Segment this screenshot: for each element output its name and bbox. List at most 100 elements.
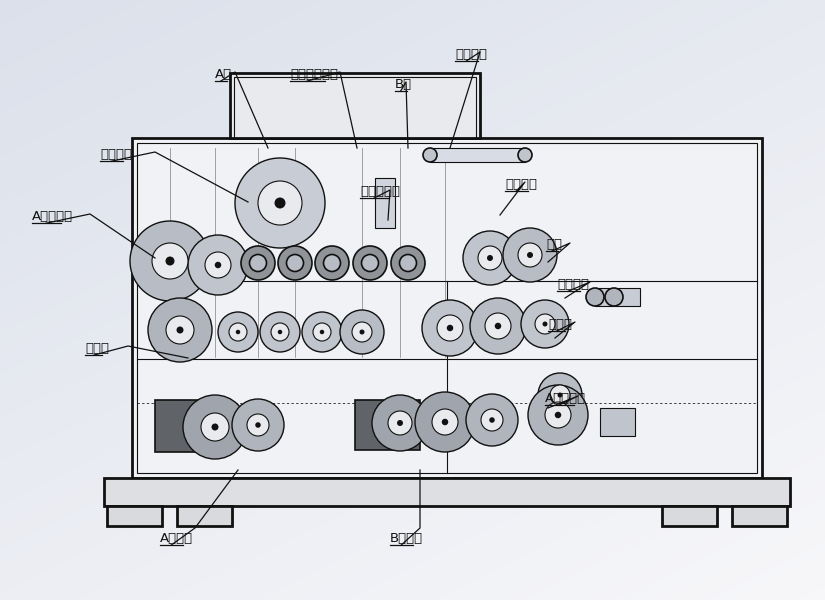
Circle shape [481,409,503,431]
Circle shape [538,373,582,417]
Circle shape [275,197,285,208]
Text: 轨道气缸: 轨道气缸 [557,278,589,291]
Circle shape [241,246,275,280]
Circle shape [166,316,194,344]
Circle shape [487,255,493,261]
Circle shape [211,424,219,431]
Text: 刀架气缸: 刀架气缸 [505,178,537,191]
Circle shape [397,420,403,426]
Circle shape [236,330,240,334]
Circle shape [214,262,221,268]
Text: B轴电机: B轴电机 [390,532,423,545]
Circle shape [478,246,502,270]
Circle shape [558,392,563,397]
Circle shape [278,330,282,334]
Bar [137,143,757,473]
Circle shape [543,322,548,326]
Circle shape [232,399,284,451]
Bar [732,506,787,526]
Circle shape [340,310,384,354]
Circle shape [188,235,248,295]
Bar [132,138,762,478]
Circle shape [388,411,412,435]
Circle shape [518,148,532,162]
Circle shape [422,300,478,356]
Text: 翻转架: 翻转架 [85,342,109,355]
Bar [107,506,162,526]
Circle shape [423,148,437,162]
Bar [230,73,480,138]
Circle shape [315,246,349,280]
Circle shape [415,392,475,452]
Circle shape [205,252,231,278]
Text: 轨道: 轨道 [546,238,562,251]
Circle shape [466,394,518,446]
Circle shape [521,300,569,348]
Circle shape [166,257,175,265]
Text: 切割架气缸: 切割架气缸 [360,185,400,198]
Text: 回转轴承链轮: 回转轴承链轮 [290,68,338,81]
Bar [234,77,476,138]
Circle shape [485,313,511,339]
Circle shape [528,385,588,445]
Circle shape [323,254,341,271]
Circle shape [152,243,188,279]
Circle shape [391,246,425,280]
Circle shape [183,395,247,459]
Bar [104,478,790,506]
Circle shape [360,329,365,335]
Circle shape [605,288,623,306]
Bar [430,148,525,162]
Circle shape [432,409,458,435]
Circle shape [463,231,517,285]
Circle shape [535,314,555,334]
Circle shape [229,323,247,341]
Circle shape [249,254,266,271]
Circle shape [545,402,571,428]
Circle shape [177,326,183,334]
Circle shape [554,412,561,418]
Circle shape [518,243,542,267]
Circle shape [201,413,229,441]
Text: A轴电机: A轴电机 [160,532,193,545]
Circle shape [278,246,312,280]
Circle shape [258,181,302,225]
Circle shape [470,298,526,354]
Circle shape [235,158,325,248]
Bar [600,408,635,436]
Circle shape [130,221,210,301]
Circle shape [260,312,300,352]
Text: A轴离合器: A轴离合器 [32,210,73,223]
Text: A轴离合器: A轴离合器 [545,392,586,405]
Circle shape [527,252,533,258]
Circle shape [372,395,428,451]
Circle shape [399,254,417,271]
Bar [355,400,420,450]
Bar [375,178,395,228]
Circle shape [586,288,604,306]
Circle shape [271,323,289,341]
Circle shape [353,246,387,280]
Circle shape [447,325,453,331]
Text: B轴: B轴 [395,78,412,91]
Circle shape [361,254,379,271]
Circle shape [218,312,258,352]
Circle shape [302,312,342,352]
Circle shape [313,323,331,341]
Circle shape [441,419,448,425]
Text: 橡皮棍: 橡皮棍 [548,318,572,331]
Circle shape [489,417,495,423]
Circle shape [286,254,304,271]
Bar [155,400,230,452]
Circle shape [495,323,502,329]
Bar [662,506,717,526]
Circle shape [437,315,463,341]
Circle shape [550,385,570,405]
Circle shape [320,330,324,334]
Circle shape [247,414,269,436]
Text: A轴: A轴 [215,68,232,81]
Circle shape [255,422,261,428]
Text: 导向铝棍: 导向铝棍 [100,148,132,161]
Circle shape [352,322,372,342]
Circle shape [148,298,212,362]
